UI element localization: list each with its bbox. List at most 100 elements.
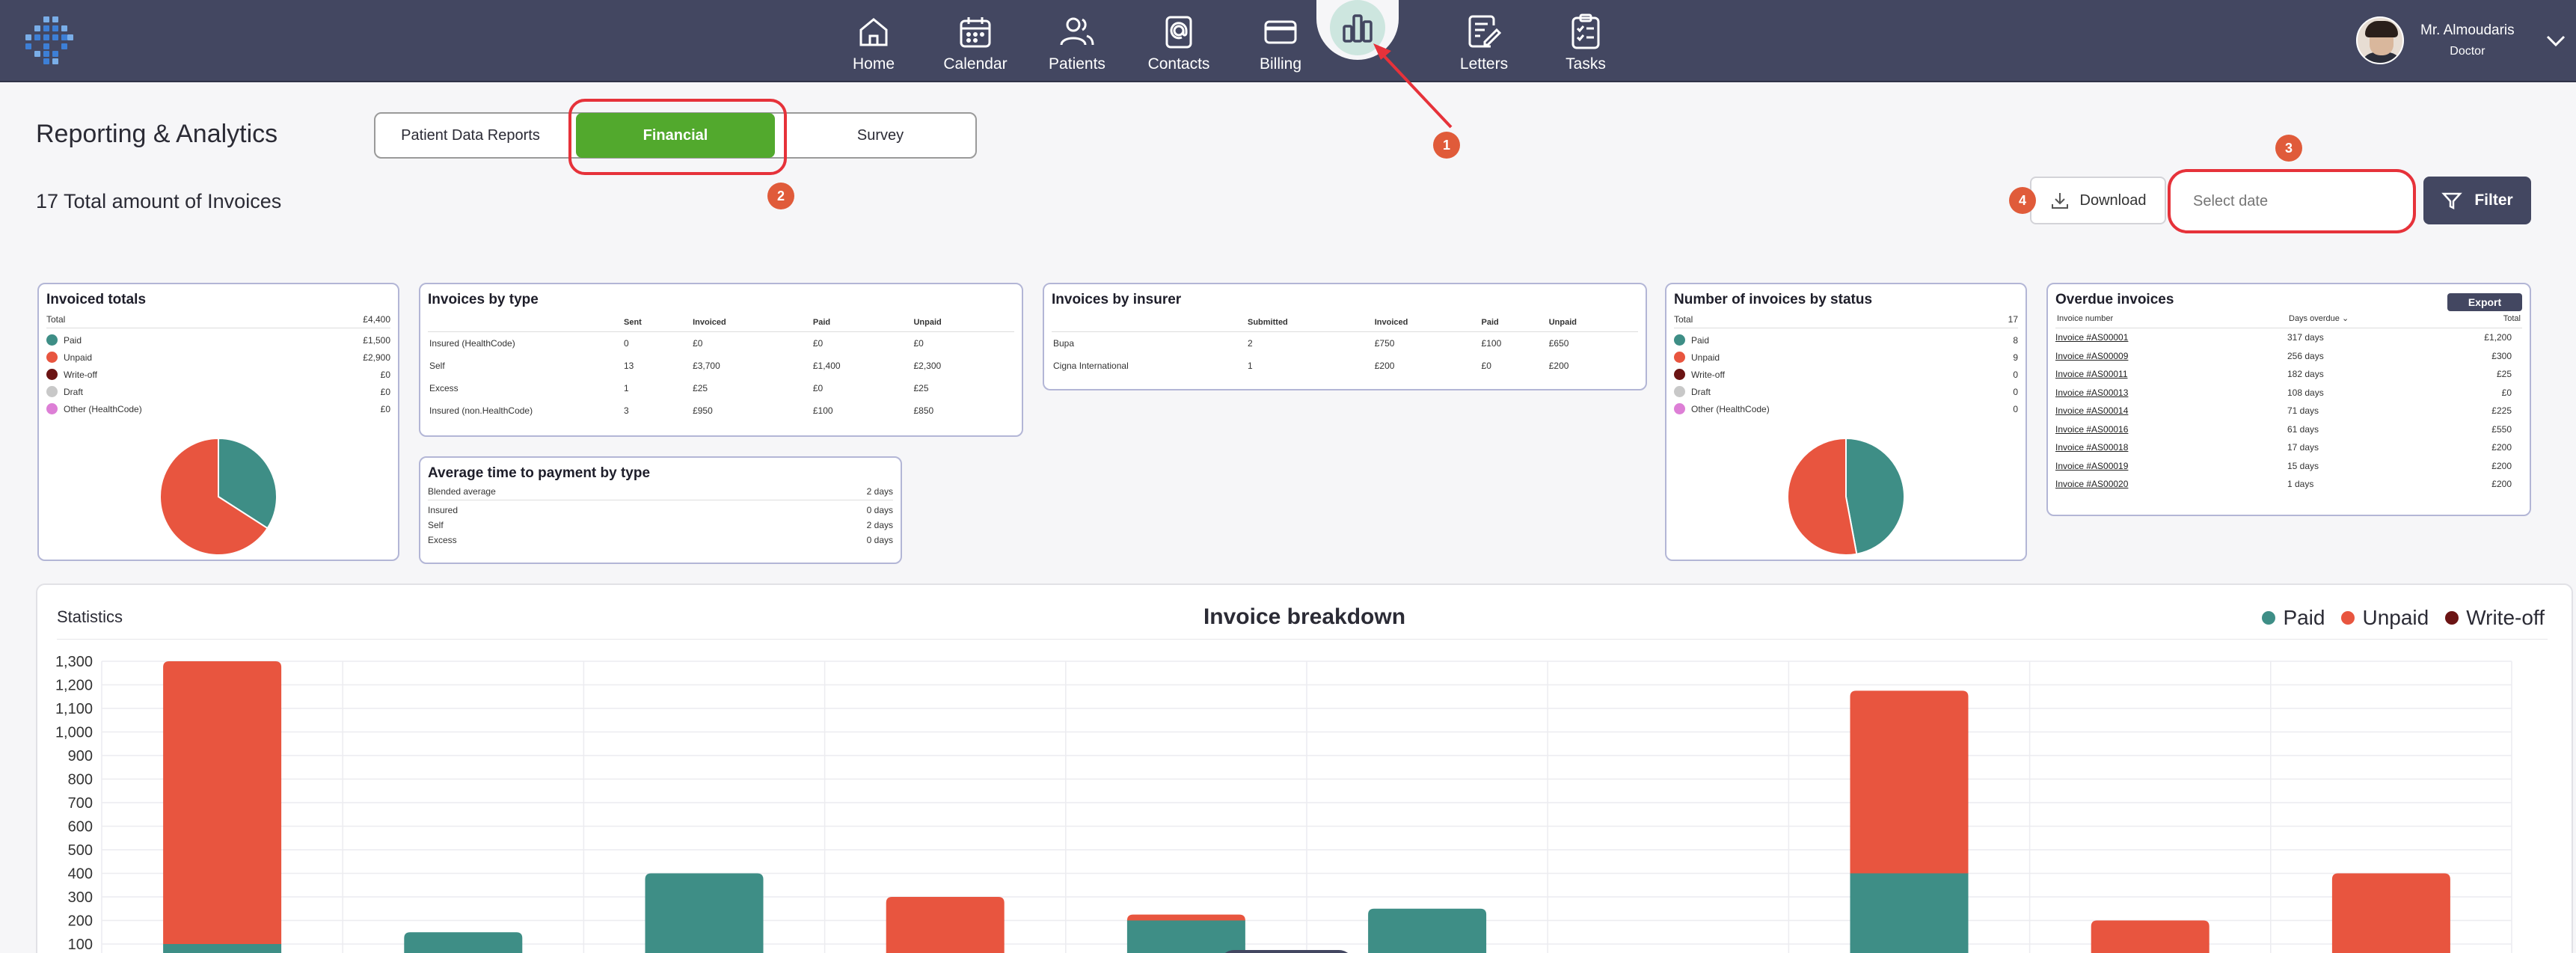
avg-time-title: Average time to payment by type — [428, 465, 651, 481]
invoice-link[interactable]: Invoice #AS00011 — [2055, 369, 2128, 380]
bar-unpaid[interactable] — [2091, 920, 2209, 953]
col-header: Invoice number — [2055, 311, 2287, 328]
y-tick-label: 100 — [68, 937, 93, 953]
overdue-invoices-title: Overdue invoices — [2055, 292, 2174, 307]
status-label: Unpaid — [1691, 352, 1720, 363]
invoice-link[interactable]: Invoice #AS00019 — [2055, 460, 2129, 471]
y-tick-label: 600 — [68, 819, 93, 836]
bar-paid[interactable] — [645, 873, 764, 953]
status-value: 0 — [2013, 403, 2018, 414]
app-logo-icon[interactable] — [21, 15, 78, 67]
download-button[interactable]: Download — [2030, 177, 2166, 224]
legend-write-off[interactable]: Write-off — [2445, 606, 2545, 630]
nav-home-label: Home — [852, 55, 895, 73]
avg-time-label: Self — [428, 520, 444, 530]
y-tick-label: 900 — [68, 748, 93, 764]
blended-value: 2 days — [866, 486, 893, 497]
status-value: £2,900 — [363, 352, 390, 363]
col-header: Sent — [622, 316, 692, 332]
invoice-link[interactable]: Invoice #AS00018 — [2055, 442, 2129, 453]
status-value: £0 — [380, 386, 390, 397]
filter-label: Filter — [2474, 191, 2513, 209]
blended-label: Blended average — [428, 486, 496, 497]
filter-button[interactable]: Filter — [2423, 177, 2531, 224]
status-label: Unpaid — [64, 352, 93, 363]
invoice-total: £200 — [2491, 479, 2512, 490]
total-value: 17 — [2008, 314, 2018, 325]
bar-unpaid[interactable] — [163, 661, 282, 944]
invoices-by-status-pie-chart — [1787, 437, 1905, 556]
pie-slice-unpaid[interactable] — [159, 437, 269, 556]
user-menu[interactable]: Mr. Almoudaris Doctor — [2356, 16, 2567, 64]
y-tick-label: 400 — [68, 866, 93, 883]
table-row: Invoice #AS00001 317 days £1,200 — [2055, 328, 2522, 347]
bar-unpaid[interactable] — [1126, 914, 1245, 921]
nav-letters[interactable]: Letters — [1433, 0, 1535, 82]
bar-paid[interactable] — [163, 944, 282, 953]
status-label: Draft — [1691, 386, 1711, 397]
invoice-total: £25 — [2496, 369, 2512, 380]
bar-paid[interactable] — [1368, 908, 1487, 953]
tab-patient-data-reports[interactable]: Patient Data Reports — [401, 126, 540, 144]
invoice-link[interactable]: Invoice #AS00014 — [2055, 405, 2129, 417]
overdue-invoices-table: Invoice number Days overdue ⌄ Total — [2055, 311, 2522, 328]
nav-patients-label: Patients — [1049, 55, 1105, 73]
days-overdue: 1 days — [2287, 479, 2314, 490]
nav-reporting[interactable] — [1316, 0, 1399, 60]
annotation-badge-3: 3 — [2275, 135, 2302, 162]
col-header: Invoiced — [691, 316, 812, 332]
invoice-link[interactable]: Invoice #AS00016 — [2055, 423, 2129, 435]
bar-unpaid[interactable] — [886, 897, 1005, 953]
col-header-sortable[interactable]: Days overdue ⌄ — [2287, 311, 2443, 328]
annotation-badge-2: 2 — [767, 183, 794, 209]
invoice-total: £200 — [2491, 442, 2512, 453]
invoice-link[interactable]: Invoice #AS00013 — [2055, 387, 2129, 398]
bar-paid[interactable] — [1126, 920, 1245, 953]
date-select-input[interactable] — [2168, 169, 2416, 233]
nav-calendar[interactable]: Calendar — [924, 0, 1026, 82]
invoices-by-insurer-title: Invoices by insurer — [1052, 292, 1182, 307]
chart-scroll-handle[interactable] — [1219, 950, 1354, 953]
bar-unpaid[interactable] — [1850, 690, 1969, 874]
nav-patients[interactable]: Patients — [1026, 0, 1128, 82]
y-tick-label: 500 — [68, 842, 93, 859]
invoice-link[interactable]: Invoice #AS00009 — [2055, 350, 2129, 361]
tab-financial[interactable]: Financial — [576, 113, 775, 158]
nav-billing[interactable]: Billing — [1230, 0, 1331, 82]
nav-contacts[interactable]: Contacts — [1128, 0, 1230, 82]
status-label: Paid — [64, 334, 82, 346]
invoice-total: £550 — [2491, 423, 2512, 435]
user-role: Doctor — [2450, 45, 2485, 58]
legend-unpaid[interactable]: Unpaid — [2341, 606, 2429, 630]
annotation-badge-4: 4 — [2009, 187, 2036, 214]
invoice-link[interactable]: Invoice #AS00020 — [2055, 479, 2129, 490]
y-tick-label: 300 — [68, 889, 93, 906]
invoice-total: £225 — [2491, 405, 2512, 417]
nav-calendar-label: Calendar — [943, 55, 1008, 73]
tab-survey[interactable]: Survey — [856, 126, 904, 144]
col-header: Paid — [1479, 316, 1548, 332]
invoiced-totals-card: Invoiced totals Total £4,400 Paid £1,500 U… — [37, 283, 399, 561]
legend-paid[interactable]: Paid — [2262, 606, 2325, 630]
total-label: Total — [46, 314, 66, 325]
nav-tasks[interactable]: Tasks — [1535, 0, 1637, 82]
table-row: Invoice #AS00018 17 days £200 — [2055, 438, 2522, 457]
table-row: Invoice #AS00014 71 days £225 — [2055, 402, 2522, 420]
bar-chart-icon — [1343, 14, 1373, 43]
user-name: Mr. Almoudaris — [2420, 22, 2515, 38]
letters-icon — [1468, 15, 1502, 48]
pie-slice-paid[interactable] — [1845, 437, 1905, 555]
pie-slice-unpaid[interactable] — [1787, 437, 1858, 556]
bar-paid[interactable] — [404, 932, 523, 953]
col-header: Unpaid — [1547, 316, 1638, 332]
status-value: £1,500 — [363, 334, 390, 346]
bar-paid[interactable] — [1850, 873, 1969, 953]
total-value: £4,400 — [363, 314, 390, 325]
table-row: Invoice #AS00013 108 days £0 — [2055, 384, 2522, 402]
nav-home[interactable]: Home — [823, 0, 924, 82]
overdue-rows: Invoice #AS00001 317 days £1,200 Invoice #A… — [2055, 328, 2522, 494]
export-button[interactable]: Export — [2447, 293, 2522, 311]
chevron-down-icon[interactable] — [2545, 33, 2567, 48]
bar-unpaid[interactable] — [2331, 873, 2450, 953]
invoice-link[interactable]: Invoice #AS00001 — [2055, 332, 2129, 343]
